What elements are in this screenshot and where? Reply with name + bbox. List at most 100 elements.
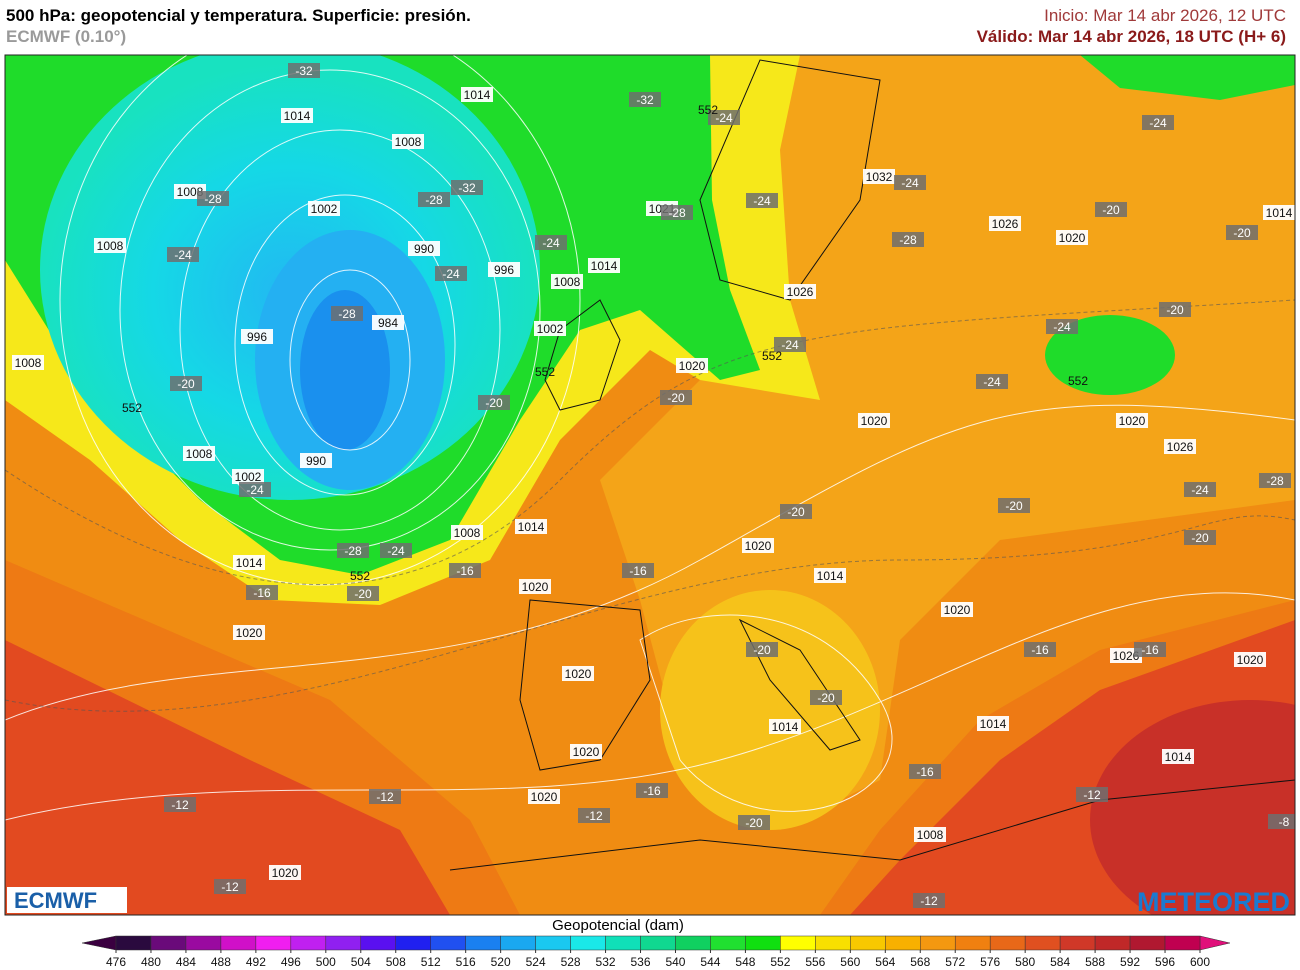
colorbar-label: 556 [805, 955, 825, 969]
contour-label: 552 [698, 103, 718, 117]
pressure-label: 1008 [15, 356, 42, 370]
colorbar-label: 540 [665, 955, 685, 969]
label-box [170, 376, 202, 391]
pressure-label: 1008 [554, 275, 581, 289]
label-box [94, 238, 126, 253]
pressure-label: 1008 [186, 447, 213, 461]
pressure-label: 996 [247, 330, 267, 344]
label-box [167, 247, 199, 262]
label-box [708, 110, 740, 125]
colorbar-segment [115, 935, 152, 951]
temperature-label: -12 [920, 894, 938, 908]
contour-label: 552 [535, 365, 555, 379]
colorbar-label: 552 [770, 955, 790, 969]
colorbar-label: 480 [141, 955, 161, 969]
label-box [661, 205, 693, 220]
pressure-label: 1014 [236, 556, 263, 570]
temperature-label: -28 [899, 233, 917, 247]
colorbar-label: 528 [561, 955, 581, 969]
label-box [863, 169, 895, 184]
pressure-label: 1026 [787, 285, 814, 299]
colorbar-label: 476 [106, 955, 126, 969]
pressure-label: 1008 [97, 239, 124, 253]
colorbar-segment [535, 935, 571, 951]
temperature-label: -28 [338, 307, 356, 321]
temperature-label: -32 [458, 181, 476, 195]
temperature-label: -24 [781, 338, 799, 352]
colorbar-label: 508 [386, 955, 406, 969]
label-box [1184, 530, 1216, 545]
label-box [372, 315, 404, 330]
label-box [337, 543, 369, 558]
label-box [814, 568, 846, 583]
colorbar-label: 576 [980, 955, 1000, 969]
temperature-label: -20 [817, 691, 835, 705]
label-box [197, 191, 229, 206]
colorbar-label: 580 [1015, 955, 1035, 969]
temperature-label: -24 [715, 111, 733, 125]
colorbar-label: 584 [1050, 955, 1070, 969]
colorbar-label: 548 [735, 955, 755, 969]
pressure-label: 1020 [944, 603, 971, 617]
colorbar-label: 524 [526, 955, 546, 969]
pressure-label: 1014 [591, 259, 618, 273]
colorbar-arrow [81, 935, 117, 951]
label-box [989, 216, 1021, 231]
contour-label: 552 [762, 349, 782, 363]
temperature-label: -24 [983, 375, 1001, 389]
pressure-label: 1032 [866, 170, 893, 184]
colorbar-segment [465, 935, 501, 951]
label-box [214, 879, 246, 894]
colorbar-label: 536 [631, 955, 651, 969]
pressure-label: 1020 [531, 790, 558, 804]
temperature-label: -20 [177, 377, 195, 391]
temperature-label: -28 [344, 544, 362, 558]
label-box [281, 108, 313, 123]
label-box [636, 783, 668, 798]
temperature-label: -24 [174, 248, 192, 262]
label-box [1024, 642, 1056, 657]
temperature-label: -28 [425, 193, 443, 207]
pressure-label: 1020 [565, 667, 592, 681]
colorbar-label: 588 [1085, 955, 1105, 969]
colorbar-segment [570, 935, 606, 951]
label-box [660, 390, 692, 405]
temperature-label: -20 [753, 643, 771, 657]
pressure-label: 1014 [284, 109, 311, 123]
pressure-label: 1020 [679, 359, 706, 373]
label-box [998, 498, 1030, 513]
label-box [233, 625, 265, 640]
label-box [1226, 225, 1258, 240]
colorbar: 476 480 484 488 492 496 500 504 508 512 516 520 524 5… [81, 935, 1231, 969]
pressure-label: 1014 [772, 720, 799, 734]
colorbar-segment [605, 935, 641, 951]
label-box [183, 446, 215, 461]
colorbar-label: 484 [176, 955, 196, 969]
label-box [858, 413, 890, 428]
colorbar-label: 592 [1120, 955, 1140, 969]
label-box [1184, 482, 1216, 497]
pressure-label: 1020 [573, 745, 600, 759]
label-box [551, 274, 583, 289]
colorbar-label: 488 [211, 955, 231, 969]
label-box [1268, 814, 1295, 829]
label-box [535, 235, 567, 250]
init-time: Inicio: Mar 14 abr 2026, 12 UTC [1044, 6, 1286, 25]
temperature-label: -8 [1279, 815, 1290, 829]
pressure-label: 1014 [464, 88, 491, 102]
pressure-label: 990 [306, 454, 326, 468]
label-box [347, 586, 379, 601]
pressure-label: 1020 [1059, 231, 1086, 245]
temperature-label: -16 [916, 765, 934, 779]
label-box [269, 865, 301, 880]
pressure-label: 1020 [861, 414, 888, 428]
pressure-label: 1026 [1113, 649, 1140, 663]
label-box [331, 306, 363, 321]
colorbar-segment [885, 935, 921, 951]
label-box [784, 284, 816, 299]
colorbar-label: 568 [910, 955, 930, 969]
label-box [239, 482, 271, 497]
label-box [578, 808, 610, 823]
colorbar-label: 596 [1155, 955, 1175, 969]
temperature-label: -20 [1233, 226, 1251, 240]
